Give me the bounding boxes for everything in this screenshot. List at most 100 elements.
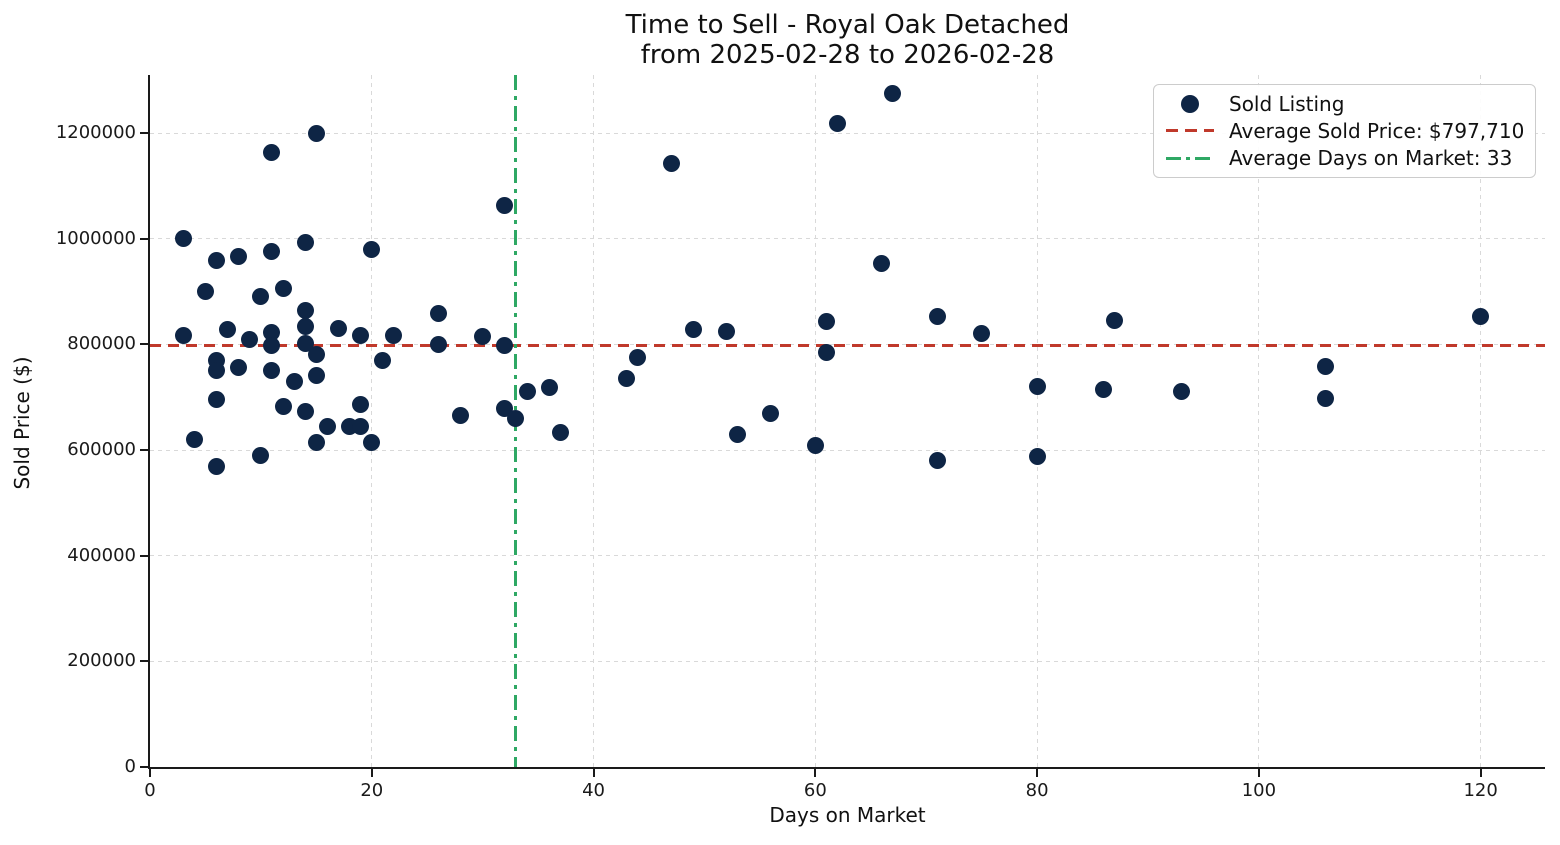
y-tick-label: 0 (124, 756, 136, 777)
y-tick-mark (140, 237, 148, 240)
scatter-point (363, 240, 381, 258)
scatter-point (307, 434, 325, 452)
scatter-point (1316, 358, 1334, 376)
scatter-point (230, 359, 248, 377)
scatter-point (352, 418, 370, 436)
scatter-point (174, 326, 192, 344)
scatter-point (540, 379, 558, 397)
x-tick-mark (1479, 769, 1482, 777)
x-tick-label: 80 (1025, 780, 1049, 801)
x-gridline (593, 75, 595, 767)
x-gridline (371, 75, 373, 767)
y-tick-label: 1000000 (55, 227, 136, 249)
y-tick-mark (140, 449, 148, 452)
legend-item-avg-days: Average Days on Market: 33 (1164, 145, 1525, 172)
scatter-point (829, 115, 847, 133)
scatter-point (352, 396, 370, 414)
y-tick-mark (140, 554, 148, 557)
chart-title: Time to Sell - Royal Oak Detached (625, 10, 1070, 40)
x-tick-mark (1036, 769, 1039, 777)
scatter-point (296, 318, 314, 336)
y-gridline (150, 132, 1545, 134)
scatter-point (884, 84, 902, 102)
scatter-point (973, 325, 991, 343)
legend-label: Average Days on Market: 33 (1229, 146, 1513, 171)
scatter-point (352, 326, 370, 344)
scatter-point (1316, 389, 1334, 407)
scatter-point (241, 330, 259, 348)
scatter-point (762, 404, 780, 422)
scatter-point (208, 391, 226, 409)
scatter-point (729, 425, 747, 443)
average-sold-price-line (150, 344, 1545, 348)
scatter-point (1095, 380, 1113, 398)
legend-label: Average Sold Price: $797,710 (1229, 118, 1525, 143)
y-tick-mark (140, 660, 148, 663)
scatter-point (219, 321, 237, 339)
y-axis-spine (148, 75, 150, 769)
scatter-point (928, 452, 946, 470)
sold-listing-dot-icon (1181, 94, 1199, 113)
x-gridline (1480, 75, 1482, 767)
legend-item-avg-sold-price: Average Sold Price: $797,710 (1164, 117, 1525, 144)
scatter-point (318, 417, 336, 435)
legend-label: Sold Listing (1229, 91, 1345, 116)
x-axis-spine (148, 767, 1545, 769)
legend-item-sold-listing: Sold Listing (1164, 90, 1525, 117)
chart-subtitle: from 2025-02-28 to 2026-02-28 (640, 40, 1055, 70)
scatter-point (451, 407, 469, 425)
y-tick-label: 200000 (67, 650, 136, 672)
scatter-point (263, 144, 281, 162)
y-gridline (150, 660, 1545, 662)
scatter-point (185, 430, 203, 448)
scatter-point (817, 313, 835, 331)
scatter-point (263, 336, 281, 354)
scatter-point (296, 301, 314, 319)
scatter-point (208, 458, 226, 476)
scatter-point (928, 307, 946, 325)
scatter-point (817, 343, 835, 361)
scatter-point (196, 283, 214, 301)
scatter-point (1106, 312, 1124, 330)
scatter-point (507, 409, 525, 427)
x-tick-label: 0 (144, 780, 156, 801)
y-gridline (150, 238, 1545, 240)
scatter-point (684, 320, 702, 338)
scatter-point (285, 372, 303, 390)
x-gridline (814, 75, 816, 767)
y-tick-label: 400000 (67, 544, 136, 566)
scatter-point (252, 288, 270, 306)
y-tick-mark (140, 132, 148, 135)
scatter-point (496, 337, 514, 355)
scatter-point (208, 252, 226, 270)
y-gridline (150, 449, 1545, 451)
scatter-point (1472, 308, 1490, 326)
y-tick-label: 1200000 (55, 122, 136, 144)
x-tick-label: 100 (1241, 780, 1277, 801)
scatter-point (208, 362, 226, 380)
scatter-point (806, 437, 824, 455)
y-axis-label: Sold Price ($) (10, 356, 34, 490)
scatter-point (429, 305, 447, 323)
x-tick-mark (149, 769, 151, 777)
y-tick-mark (140, 343, 148, 346)
scatter-point (174, 230, 192, 248)
x-tick-label: 120 (1463, 780, 1498, 801)
scatter-point (1172, 383, 1190, 401)
scatter-point (330, 320, 347, 338)
scatter-point (429, 335, 447, 353)
scatter-point (374, 351, 392, 369)
scatter-point (263, 361, 281, 379)
legend: Sold Listing Average Sold Price: $797,71… (1153, 84, 1536, 178)
y-gridline (150, 555, 1545, 557)
scatter-point (296, 402, 314, 420)
x-tick-label: 60 (803, 780, 827, 801)
y-tick-mark (140, 766, 148, 768)
scatter-point (307, 367, 325, 385)
scatter-point (274, 280, 292, 298)
scatter-point (252, 446, 270, 464)
scatter-point (873, 255, 891, 273)
scatter-point (518, 383, 536, 401)
scatter-point (1028, 447, 1046, 465)
